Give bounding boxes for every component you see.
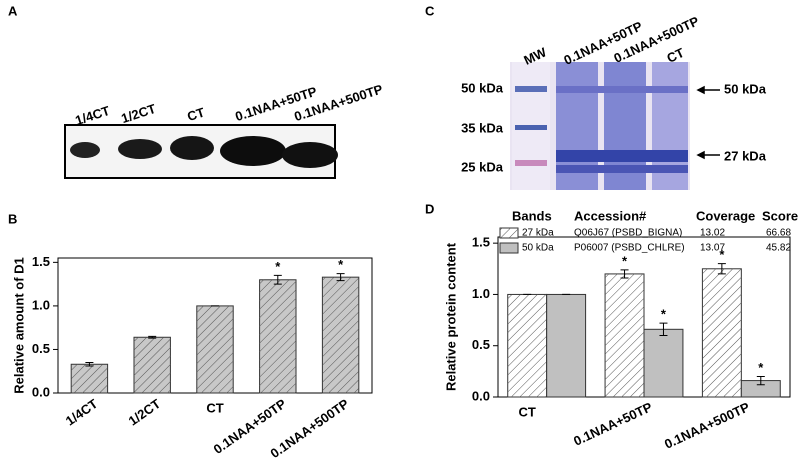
legend-hatch xyxy=(500,228,518,238)
panel-label: C xyxy=(425,3,435,18)
bar-hatch xyxy=(507,294,547,397)
marker-label: 50 kDa xyxy=(461,80,504,95)
legend-coverage: 13.02 xyxy=(700,228,725,239)
panel-label: D xyxy=(425,201,434,216)
significance: * xyxy=(622,253,628,268)
x-tick-label: 1/4CT xyxy=(63,396,101,429)
y-tick-label: 1.5 xyxy=(472,235,490,250)
bar-hatch xyxy=(702,268,742,397)
bar-hatch xyxy=(322,277,359,393)
legend-label: 50 kDa xyxy=(522,243,554,254)
x-tick-label: CT xyxy=(206,400,223,415)
marker-label: 25 kDa xyxy=(461,159,504,174)
bar-hatch xyxy=(605,273,644,397)
bar-hatch xyxy=(259,279,297,393)
lane-label: CT xyxy=(185,104,206,124)
y-tick-label: 0.5 xyxy=(32,341,50,356)
y-axis-label: Relative amount of D1 xyxy=(11,257,26,394)
legend-accession: Q06J67 (PSBD_BIGNA) xyxy=(574,228,682,239)
error-bar xyxy=(336,273,345,282)
y-tick-label: 0.5 xyxy=(472,337,490,352)
blot-image xyxy=(64,124,338,179)
error-bar xyxy=(756,375,765,386)
y-axis-label: Relative protein content xyxy=(443,242,458,391)
y-tick-label: 1.5 xyxy=(32,254,50,269)
error-bar xyxy=(717,263,726,275)
lane-label: CT xyxy=(664,45,686,66)
bar-hatch xyxy=(133,337,171,393)
x-tick-label: CT xyxy=(519,404,536,419)
legend-swatch xyxy=(499,242,519,254)
arrows xyxy=(696,85,720,160)
legend-header: Bands xyxy=(512,208,552,223)
bar xyxy=(546,293,587,398)
significance: * xyxy=(719,247,725,262)
significance: * xyxy=(661,307,667,322)
marker-label: 35 kDa xyxy=(461,120,504,135)
legend-label: 27 kDa xyxy=(522,228,554,239)
arrow-label: 50 kDa xyxy=(724,81,767,96)
legend-accession: P06007 (PSBD_CHLRE) xyxy=(574,243,685,254)
error-bar xyxy=(659,322,668,336)
significance: * xyxy=(275,259,281,274)
error-bar xyxy=(620,269,629,279)
x-tick-label: 0.1NAA+50TP xyxy=(571,399,655,449)
bar-hatch xyxy=(196,305,234,393)
y-tick-label: 0.0 xyxy=(472,388,490,403)
y-tick-label: 1.0 xyxy=(472,286,490,301)
legend-header: Coverage xyxy=(696,208,755,223)
y-tick-label: 0.0 xyxy=(32,384,50,399)
significance: * xyxy=(338,257,344,272)
bar-hatch xyxy=(71,364,108,393)
x-tick-label: 1/2CT xyxy=(126,396,164,429)
legend-header: Accession# xyxy=(574,208,647,223)
gel-image xyxy=(510,62,690,190)
panel-label: B xyxy=(8,211,17,226)
lane-label: 1/2CT xyxy=(119,101,157,126)
arrow-label: 27 kDa xyxy=(724,148,767,163)
legend-score: 66.68 xyxy=(766,228,791,239)
error-bar xyxy=(273,274,282,285)
legend-coverage: 13.07 xyxy=(700,243,725,254)
panel-label: A xyxy=(8,3,18,18)
bar xyxy=(643,328,684,398)
legend-score: 45.82 xyxy=(766,243,791,254)
error-bar xyxy=(85,362,94,367)
significance: * xyxy=(758,360,764,375)
y-tick-label: 1.0 xyxy=(32,297,50,312)
x-tick-label: 0.1NAA+500TP xyxy=(662,399,752,452)
legend-header: Score xyxy=(762,208,798,223)
error-bar xyxy=(148,335,157,339)
